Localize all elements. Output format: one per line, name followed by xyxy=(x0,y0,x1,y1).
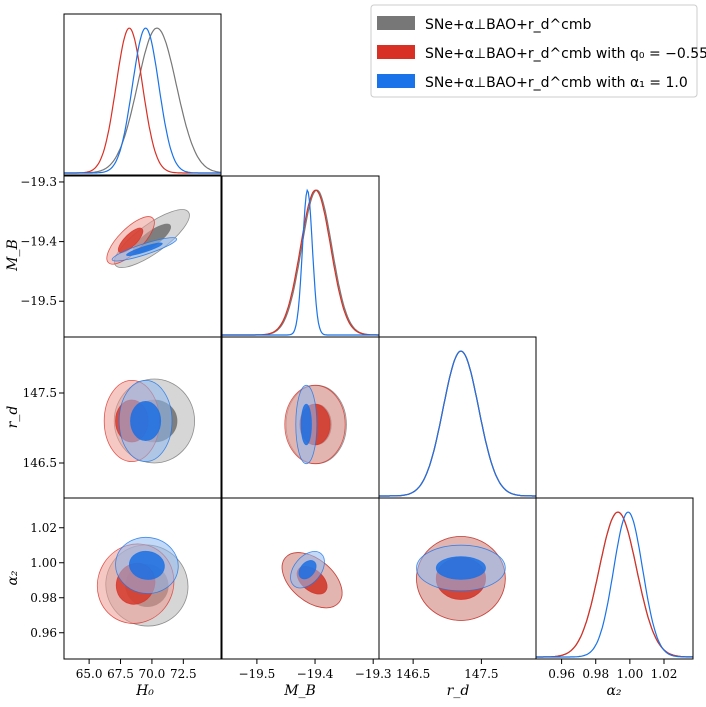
xlabel-mb: M_B xyxy=(283,683,316,699)
xtick-label-alpha2-3: 1.02 xyxy=(651,667,678,681)
legend-swatch-0 xyxy=(377,16,415,30)
xtick-label-alpha2-1: 0.98 xyxy=(582,667,609,681)
xtick-label-r_d-0: 146.5 xyxy=(396,667,430,681)
marginal-M_B-s0 xyxy=(222,189,379,336)
contour-2-0-s2-inner xyxy=(130,400,162,441)
x-axis-labels: H₀ M_B r_d α₂ xyxy=(135,683,622,699)
panel-0-0 xyxy=(63,13,222,176)
xlabel-h0: H₀ xyxy=(135,683,154,699)
contour-3-0-s2-inner xyxy=(128,550,165,580)
xtick-label-H0-0: 65.0 xyxy=(76,667,103,681)
legend: SNe+α⊥BAO+r_d^cmb SNe+α⊥BAO+r_d^cmb with… xyxy=(370,4,706,98)
plot-marks xyxy=(64,27,694,658)
xtick-label-alpha2-0: 0.96 xyxy=(548,667,575,681)
xtick-label-H0-2: 70.0 xyxy=(139,667,166,681)
panel-2-2 xyxy=(378,336,537,499)
contour-3-1-s2-inner xyxy=(298,560,317,580)
xtick-label-M_B-2: −19.3 xyxy=(355,667,392,681)
xtick-label-alpha2-2: 1.00 xyxy=(616,667,643,681)
ylabel-rd: r_d xyxy=(5,406,21,429)
legend-label-0: SNe+α⊥BAO+r_d^cmb xyxy=(425,17,592,33)
legend-box xyxy=(370,4,698,98)
contour-1-0-s1-inner xyxy=(117,227,144,254)
marginal-H0-s0 xyxy=(64,27,222,174)
xtick-label-H0-1: 67.5 xyxy=(107,667,134,681)
marginal-r_d-s2 xyxy=(379,350,536,497)
marginal-M_B-s2 xyxy=(222,188,379,336)
legend-swatch-1 xyxy=(377,45,415,59)
ytick-label-alpha2-0: 1.02 xyxy=(30,521,57,535)
panel-3-0 xyxy=(63,497,222,660)
marginal-alpha2-s0 xyxy=(536,511,694,658)
ylabel-alpha2: α₂ xyxy=(5,570,21,585)
xtick-label-M_B-1: −19.4 xyxy=(297,667,334,681)
panel-3-3 xyxy=(535,497,694,660)
contour-3-2-s2-inner xyxy=(435,556,486,580)
ytick-label-M_B-1: −19.4 xyxy=(20,235,57,249)
marginal-H0-s1 xyxy=(64,27,221,174)
xtick-label-r_d-1: 147.5 xyxy=(464,667,498,681)
legend-label-1: SNe+α⊥BAO+r_d^cmb with q₀ = −0.55 xyxy=(425,46,706,62)
ytick-label-alpha2-1: 1.00 xyxy=(30,556,57,570)
xtick-label-M_B-0: −19.5 xyxy=(238,667,275,681)
xlabel-rd: r_d xyxy=(447,683,470,699)
ytick-label-M_B-2: −19.5 xyxy=(20,294,57,308)
axis-ticks: 65.0 67.5 70.0 72.5 −19.5 −19.4 −19.3 146.5 147.… xyxy=(20,175,677,681)
xtick-label-H0-3: 72.5 xyxy=(170,667,197,681)
marginal-M_B-s1 xyxy=(222,189,379,336)
ytick-label-alpha2-2: 0.98 xyxy=(30,591,57,605)
contour-2-1-s2-inner xyxy=(300,403,312,446)
marginal-r_d-s1 xyxy=(379,350,536,497)
ytick-label-M_B-0: −19.3 xyxy=(20,175,57,189)
marginal-alpha2-s2 xyxy=(536,511,693,658)
panel-frames xyxy=(63,13,694,660)
ytick-label-r_d-0: 147.5 xyxy=(23,386,57,400)
y-axis-labels: M_B r_d α₂ xyxy=(5,239,21,585)
marginal-r_d-s0 xyxy=(379,350,536,497)
marginal-H0-s2 xyxy=(64,27,221,174)
xlabel-alpha2: α₂ xyxy=(606,683,621,699)
contour-1-0-s2-inner xyxy=(126,242,163,257)
marginal-alpha2-s1 xyxy=(536,511,694,658)
ytick-label-alpha2-3: 0.96 xyxy=(30,626,57,640)
ytick-label-r_d-1: 146.5 xyxy=(23,456,57,470)
ylabel-mb: M_B xyxy=(5,239,21,272)
legend-label-2: SNe+α⊥BAO+r_d^cmb with α₁ = 1.0 xyxy=(425,75,688,91)
legend-swatch-2 xyxy=(377,74,415,88)
